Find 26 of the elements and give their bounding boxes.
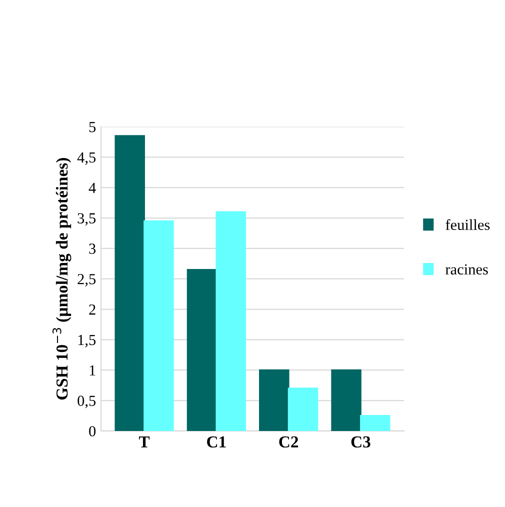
y-tick-label: 0,5 [78,396,96,408]
legend-label: feuilles [446,219,490,230]
x-tick-label: C2 [279,436,298,448]
bar [259,369,290,431]
y-tick-label: 1,5 [78,334,96,348]
legend-label: racines [446,264,488,275]
y-axis-title: GSH 10$^{−3}$ (µmol/mg de protéines) [52,158,72,400]
y-tick-label: 4 [88,182,96,193]
x-tick-label: T [138,436,150,448]
bar [114,135,145,431]
y-tick-label: 5 [89,122,96,132]
y-tick-label: 4,5 [77,152,96,165]
y-tick-label: 2,5 [78,274,96,286]
y-tick-label: 0 [89,426,96,436]
bar [288,388,318,431]
bar [186,269,218,431]
y-tick-label: 3,5 [78,213,96,226]
x-tick-label: C1 [207,436,226,448]
y-tick-label: 2 [89,304,96,315]
bar [360,415,390,431]
bar [144,220,174,431]
bar [216,211,246,431]
x-tick-label: C3 [351,436,370,448]
y-tick-label: 3 [89,244,96,254]
y-tick-label: 1 [90,365,96,376]
bar [331,369,362,431]
